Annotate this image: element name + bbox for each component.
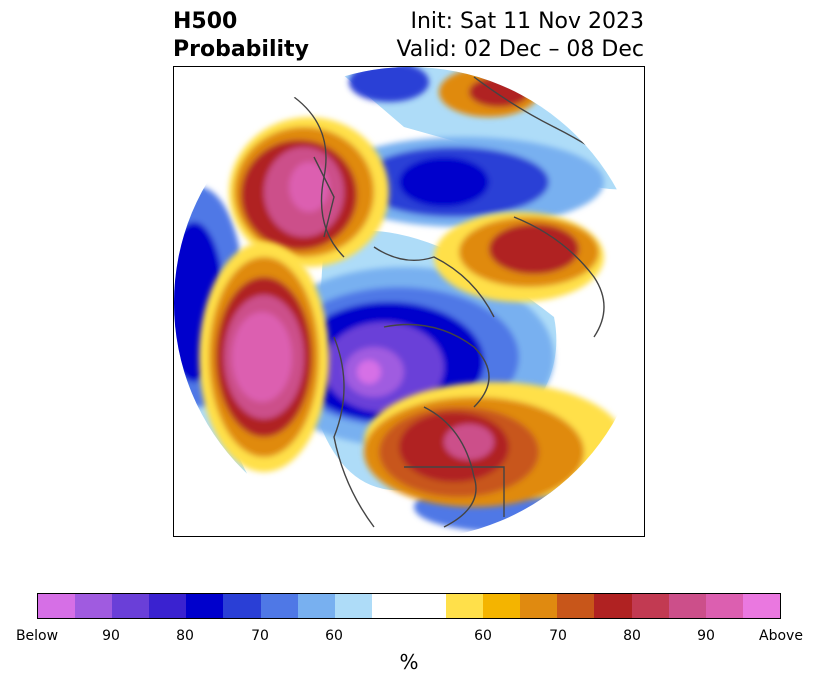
colorbar-segment — [297, 594, 335, 618]
colorbar-segment — [371, 594, 447, 618]
colorbar-tick: 70 — [251, 628, 269, 644]
coastlines — [293, 76, 635, 528]
colorbar-segment — [483, 594, 521, 618]
colorbar-segment — [186, 594, 224, 618]
title-line-product: Probability — [173, 37, 309, 62]
valid-range: Valid: 02 Dec – 08 Dec — [396, 37, 644, 62]
title-line-variable: H500 — [173, 9, 238, 34]
colorbar-unit-label: % — [399, 650, 419, 674]
colorbar-segment — [631, 594, 669, 618]
colorbar-tick: Above — [759, 628, 803, 644]
colorbar-segment — [38, 594, 76, 618]
colorbar-segment — [668, 594, 706, 618]
colorbar-segment — [557, 594, 595, 618]
map-panel — [173, 66, 645, 537]
colorbar-tick: 70 — [549, 628, 567, 644]
colorbar — [37, 593, 781, 619]
probability-map — [174, 67, 644, 536]
map-dates: Init: Sat 11 Nov 2023 Valid: 02 Dec – 08… — [396, 8, 644, 64]
colorbar-tick: 90 — [697, 628, 715, 644]
colorbar-tick: 60 — [474, 628, 492, 644]
colorbar-segment — [334, 594, 372, 618]
colorbar-tick: 80 — [176, 628, 194, 644]
colorbar-segment — [446, 594, 484, 618]
colorbar-segment — [742, 594, 780, 618]
colorbar-segment — [520, 594, 558, 618]
colorbar-segment — [705, 594, 743, 618]
colorbar-segment — [75, 594, 113, 618]
colorbar-tick: 80 — [623, 628, 641, 644]
colorbar-segment — [260, 594, 298, 618]
colorbar-segment — [223, 594, 261, 618]
colorbar-tick: Below — [15, 628, 59, 644]
anomaly-field — [174, 67, 644, 536]
init-date: Init: Sat 11 Nov 2023 — [410, 9, 644, 34]
colorbar-tick: 90 — [102, 628, 120, 644]
colorbar-segment — [149, 594, 187, 618]
colorbar-segment — [112, 594, 150, 618]
map-title: H500 Probability — [173, 8, 309, 64]
colorbar-segment — [594, 594, 632, 618]
colorbar-tick: 60 — [325, 628, 343, 644]
